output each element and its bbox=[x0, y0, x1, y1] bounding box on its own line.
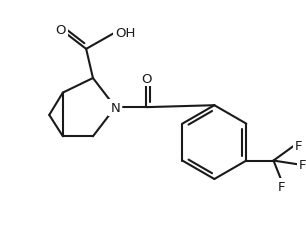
Text: N: N bbox=[110, 101, 120, 114]
Text: OH: OH bbox=[115, 27, 136, 40]
Text: F: F bbox=[278, 180, 285, 193]
Text: F: F bbox=[299, 158, 306, 171]
Text: O: O bbox=[141, 72, 151, 85]
Text: F: F bbox=[295, 139, 302, 152]
Text: O: O bbox=[56, 24, 66, 37]
